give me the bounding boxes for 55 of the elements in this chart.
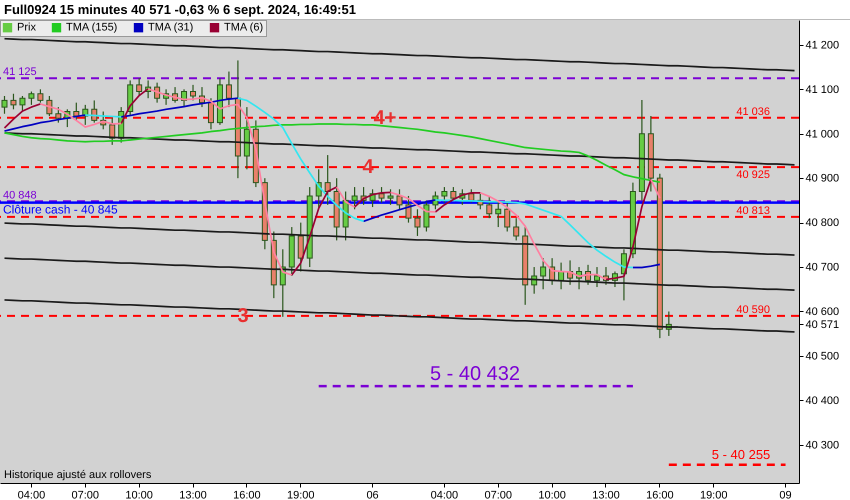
- candlestick: [136, 78, 142, 97]
- ref-line-label: 41 125: [3, 66, 37, 78]
- x-tick-label: 16:00: [646, 490, 674, 500]
- annotation: 3: [237, 304, 249, 327]
- chart-title: Full0924 15 minutes 40 571 -0,63 % 6 sept. 2024, 16:49:51: [0, 0, 850, 20]
- y-tick-label: 40 800: [806, 217, 840, 230]
- candlestick: [37, 88, 44, 104]
- candlestick: [1, 95, 8, 114]
- legend-label: TMA (31): [148, 22, 194, 34]
- y-tick-label: 40 571: [806, 318, 840, 331]
- ref-line-label: Clôture cash - 40 845: [3, 202, 118, 217]
- ref-line-label: 40 813: [736, 204, 770, 217]
- candlestick: [441, 186, 448, 204]
- y-tick-label: 41 200: [806, 39, 840, 52]
- x-tick-label: 19:00: [286, 490, 315, 500]
- y-tick-label: 40 500: [806, 350, 840, 362]
- candlestick: [19, 95, 26, 112]
- line-series: [4, 299, 796, 333]
- annotation: 5 - 40 255: [712, 446, 770, 462]
- ref-line-label: 41 036: [736, 106, 770, 118]
- ref-line-label: 40 925: [736, 169, 770, 182]
- y-tick-label: 41 000: [806, 128, 840, 140]
- legend-label: TMA (155): [66, 22, 118, 34]
- candlestick: [10, 93, 16, 110]
- x-tick-label: 16:00: [233, 490, 261, 500]
- candlestick: [28, 90, 34, 106]
- x-tick-label: 10:00: [125, 490, 153, 500]
- x-tick-label: 04:00: [430, 490, 458, 500]
- x-tick-label: 13:00: [592, 490, 620, 500]
- x-tick-label: 09: [779, 490, 792, 500]
- x-tick-label: 19:00: [700, 490, 728, 500]
- ref-line-label: 40 590: [736, 304, 770, 316]
- legend-label: Prix: [17, 22, 36, 34]
- line-series: [4, 257, 796, 292]
- y-tick-label: 40 400: [806, 394, 840, 407]
- y-tick-label: 40 700: [806, 262, 840, 274]
- annotation: 4: [362, 156, 374, 178]
- legend-label: TMA (6): [224, 22, 264, 34]
- annotation: Historique ajusté aux rollovers: [4, 469, 152, 481]
- x-tick-label: 13:00: [179, 490, 207, 500]
- candlestick: [226, 70, 232, 108]
- x-tick-label: 04:00: [18, 490, 46, 500]
- y-tick-label: 40 600: [806, 306, 840, 318]
- annotation: 5 - 40 432: [430, 363, 520, 386]
- y-tick-label: 41 100: [806, 84, 840, 96]
- x-tick-label: 07:00: [72, 490, 100, 500]
- line-series: [4, 123, 661, 184]
- x-tick-label: 06: [366, 490, 379, 500]
- x-tick-label: 07:00: [484, 490, 512, 500]
- candlestick: [190, 84, 196, 102]
- x-tick-label: 10:00: [538, 490, 566, 500]
- y-tick-label: 40 300: [806, 439, 840, 452]
- ref-line-label: 40 848: [3, 189, 37, 202]
- y-tick-label: 40 900: [806, 172, 840, 185]
- annotation: 4+: [374, 106, 396, 129]
